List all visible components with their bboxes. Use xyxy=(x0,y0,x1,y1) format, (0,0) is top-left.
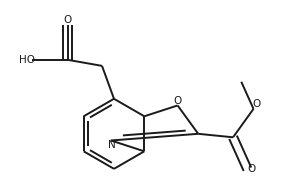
Text: O: O xyxy=(248,164,256,174)
Text: HO: HO xyxy=(19,55,35,65)
Text: O: O xyxy=(253,100,261,109)
Text: N: N xyxy=(108,140,116,150)
Text: O: O xyxy=(174,96,182,106)
Text: O: O xyxy=(63,15,72,25)
